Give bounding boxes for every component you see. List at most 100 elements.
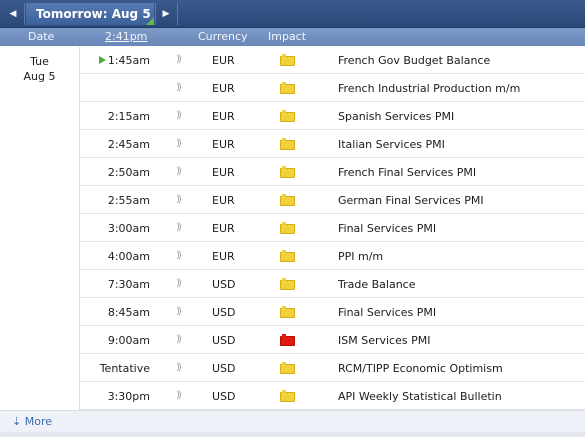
event-time-text: 2:55am — [107, 194, 150, 207]
medium-impact-folder-icon — [280, 194, 295, 206]
date-group-cell: Tue Aug 5 — [0, 47, 80, 411]
event-time: 2:55am — [80, 194, 150, 207]
row-divider — [80, 157, 585, 158]
event-time: 3:00am — [80, 222, 150, 235]
event-title[interactable]: French Final Services PMI — [338, 166, 477, 179]
sound-alert-icon[interactable]: )) — [176, 390, 182, 401]
medium-impact-folder-icon — [280, 390, 295, 402]
row-divider — [80, 73, 585, 74]
sound-alert-icon[interactable]: )) — [176, 362, 182, 373]
event-row[interactable]: 3:30pm)) USD API Weekly Statistical Bullet… — [0, 382, 585, 410]
medium-impact-folder-icon — [280, 138, 295, 150]
event-time: 1:45am — [80, 54, 150, 67]
current-time-link[interactable]: 2:41pm — [105, 30, 148, 43]
sound-alert-icon[interactable]: )) — [176, 82, 182, 93]
medium-impact-folder-icon — [280, 54, 295, 66]
sound-alert-icon[interactable]: )) — [176, 250, 182, 261]
event-title[interactable]: API Weekly Statistical Bulletin — [338, 390, 502, 403]
event-title[interactable]: French Industrial Production m/m — [338, 82, 521, 95]
medium-impact-folder-icon — [280, 82, 295, 94]
row-divider — [80, 381, 585, 382]
event-time-text: 3:00am — [107, 222, 150, 235]
event-title[interactable]: PPI m/m — [338, 250, 384, 263]
sound-alert-icon[interactable]: )) — [176, 222, 182, 233]
column-header: Date 2:41pm Currency Impact — [0, 28, 585, 46]
event-currency: EUR — [212, 110, 235, 123]
more-label: More — [24, 415, 52, 428]
sound-alert-icon[interactable]: )) — [176, 138, 182, 149]
row-divider — [80, 129, 585, 130]
sound-alert-icon[interactable]: )) — [176, 306, 182, 317]
event-currency: USD — [212, 362, 236, 375]
event-title[interactable]: ISM Services PMI — [338, 334, 431, 347]
event-time: 4:00am — [80, 250, 150, 263]
event-time-text: 8:45am — [107, 306, 150, 319]
event-row[interactable]: 2:45am)) EUR Italian Services PMI — [0, 130, 585, 158]
dropdown-corner-icon — [146, 17, 154, 25]
row-divider — [80, 409, 585, 410]
event-currency: EUR — [212, 54, 235, 67]
event-row[interactable]: 8:45am)) USD Final Services PMI — [0, 298, 585, 326]
sound-alert-icon[interactable]: )) — [176, 54, 182, 65]
row-divider — [80, 101, 585, 102]
more-link[interactable]: ⇣ More — [12, 415, 52, 428]
medium-impact-folder-icon — [280, 362, 295, 374]
row-divider — [80, 185, 585, 186]
date-label: Aug 5 — [23, 70, 56, 83]
next-day-button[interactable]: ▶ — [162, 9, 170, 19]
event-row[interactable]: 2:55am)) EUR German Final Services PMI — [0, 186, 585, 214]
event-title[interactable]: Final Services PMI — [338, 222, 437, 235]
event-title[interactable]: Italian Services PMI — [338, 138, 445, 151]
event-currency: EUR — [212, 138, 235, 151]
row-divider — [80, 325, 585, 326]
event-time-text: 9:00am — [107, 334, 150, 347]
event-row[interactable]: 4:00am)) EUR PPI m/m — [0, 242, 585, 270]
day-selector-tab[interactable]: Tomorrow: Aug 5 — [26, 3, 154, 25]
event-currency: USD — [212, 306, 236, 319]
upcoming-event-icon — [98, 56, 106, 64]
calendar-nav-bar: ◀ Tomorrow: Aug 5 ▶ — [0, 0, 585, 28]
event-row[interactable]: 3:00am)) EUR Final Services PMI — [0, 214, 585, 242]
event-time: Tentative — [80, 362, 150, 375]
calendar-footer: ⇣ More — [0, 410, 585, 432]
event-row[interactable]: 9:00am)) USD ISM Services PMI — [0, 326, 585, 354]
row-divider — [80, 213, 585, 214]
sound-alert-icon[interactable]: )) — [176, 334, 182, 345]
sound-alert-icon[interactable]: )) — [176, 110, 182, 121]
event-row[interactable]: 7:30am)) USD Trade Balance — [0, 270, 585, 298]
event-time-text: 2:15am — [107, 110, 150, 123]
day-title: Tomorrow: Aug 5 — [36, 7, 151, 21]
event-time-text: 2:45am — [107, 138, 150, 151]
row-divider — [80, 269, 585, 270]
event-title[interactable]: RCM/TIPP Economic Optimism — [338, 362, 503, 375]
event-row[interactable]: 2:15am)) EUR Spanish Services PMI — [0, 102, 585, 130]
event-currency: EUR — [212, 82, 235, 95]
event-currency: USD — [212, 390, 236, 403]
previous-day-button[interactable]: ◀ — [9, 9, 17, 19]
currency-column-header: Currency — [198, 30, 248, 43]
event-title[interactable]: Spanish Services PMI — [338, 110, 455, 123]
event-title[interactable]: Trade Balance — [338, 278, 416, 291]
sound-alert-icon[interactable]: )) — [176, 278, 182, 289]
medium-impact-folder-icon — [280, 110, 295, 122]
row-divider — [80, 241, 585, 242]
event-row[interactable]: Tentative)) USD RCM/TIPP Economic Optimism — [0, 354, 585, 382]
event-title[interactable]: French Gov Budget Balance — [338, 54, 491, 67]
row-divider — [80, 297, 585, 298]
event-currency: USD — [212, 278, 236, 291]
event-row[interactable]: )) EUR French Industrial Production m/m — [0, 74, 585, 102]
medium-impact-folder-icon — [280, 278, 295, 290]
event-currency: EUR — [212, 166, 235, 179]
event-time-text: 3:30pm — [107, 390, 150, 403]
sound-alert-icon[interactable]: )) — [176, 194, 182, 205]
event-time: 8:45am — [80, 306, 150, 319]
event-time-text: 2:50am — [107, 166, 150, 179]
sound-alert-icon[interactable]: )) — [176, 166, 182, 177]
medium-impact-folder-icon — [280, 250, 295, 262]
event-row[interactable]: 2:50am)) EUR French Final Services PMI — [0, 158, 585, 186]
event-title[interactable]: Final Services PMI — [338, 306, 437, 319]
event-title[interactable]: German Final Services PMI — [338, 194, 484, 207]
event-row[interactable]: 1:45am)) EUR French Gov Budget Balance — [0, 46, 585, 74]
event-currency: USD — [212, 334, 236, 347]
medium-impact-folder-icon — [280, 166, 295, 178]
